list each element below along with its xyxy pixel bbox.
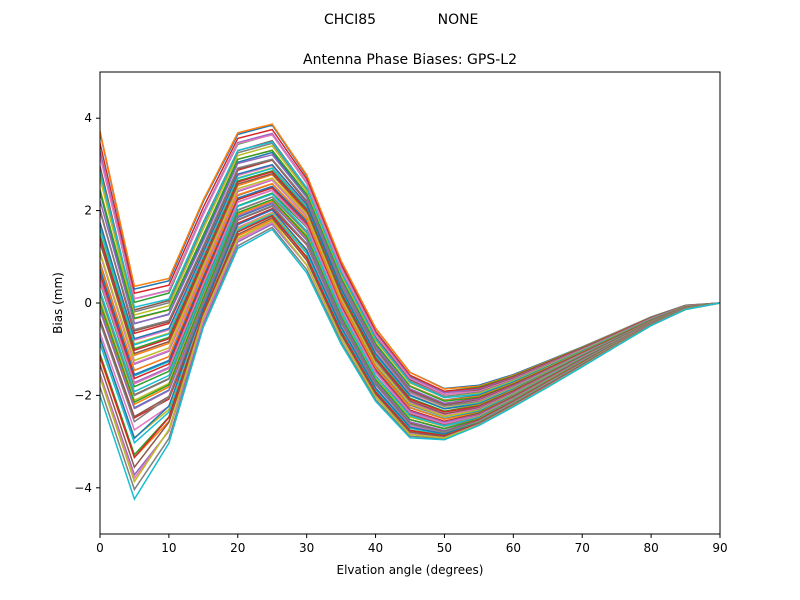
x-tick-label: 30 bbox=[299, 541, 314, 555]
y-tick-label: −2 bbox=[74, 388, 92, 402]
x-tick-label: 50 bbox=[437, 541, 452, 555]
series-layer bbox=[100, 123, 720, 501]
station-name: CHCI85 bbox=[324, 12, 376, 28]
x-tick-label: 90 bbox=[712, 541, 727, 555]
y-tick-label: −4 bbox=[74, 481, 92, 495]
x-tick-label: 10 bbox=[161, 541, 176, 555]
y-tick-label: 4 bbox=[84, 111, 92, 125]
x-tick-label: 40 bbox=[368, 541, 383, 555]
x-tick-label: 0 bbox=[96, 541, 104, 555]
y-axis: −4 −2 0 2 4 bbox=[74, 111, 100, 495]
x-tick-label: 20 bbox=[230, 541, 245, 555]
x-tick-label: 60 bbox=[506, 541, 521, 555]
x-tick-label: 70 bbox=[575, 541, 590, 555]
y-tick-label: 0 bbox=[84, 296, 92, 310]
x-tick-label: 80 bbox=[643, 541, 658, 555]
x-axis-label: Elvation angle (degrees) bbox=[337, 563, 484, 577]
y-axis-label: Bias (mm) bbox=[51, 272, 65, 334]
series-line-31 bbox=[100, 185, 720, 420]
antenna-type: NONE bbox=[438, 12, 479, 28]
series-line-60 bbox=[100, 228, 720, 501]
x-axis: 0 10 20 30 40 50 60 70 80 90 bbox=[96, 534, 728, 555]
y-tick-label: 2 bbox=[84, 204, 92, 218]
chart-title: Antenna Phase Biases: GPS-L2 bbox=[303, 52, 517, 68]
